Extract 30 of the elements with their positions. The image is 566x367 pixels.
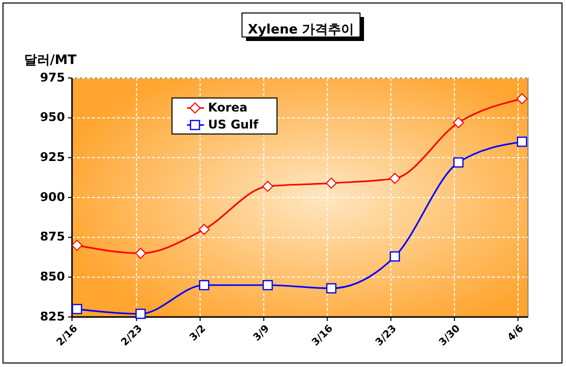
point [72, 240, 82, 251]
y-tick-label: 900 [40, 190, 65, 204]
y-tick-label: 975 [40, 70, 65, 84]
point [389, 172, 400, 184]
point [199, 280, 210, 290]
y-tick-label: 825 [40, 309, 65, 324]
point [72, 304, 82, 314]
x-tick-label: 3/9 [252, 323, 272, 344]
point [390, 251, 400, 262]
point [453, 157, 464, 168]
point [135, 308, 146, 319]
point [262, 180, 274, 192]
point [452, 117, 464, 128]
point [262, 280, 273, 290]
y-tick-label: 950 [40, 110, 65, 124]
y-tick-label: 925 [40, 150, 65, 164]
legend-label: Korea [208, 100, 248, 114]
y-axis-title: 달러/MT [24, 53, 77, 68]
point [198, 224, 210, 235]
chart-title: Xylene 가격추이 [248, 22, 354, 38]
point [326, 178, 337, 189]
legend-label: US Gulf [208, 117, 260, 132]
x-tick-label: 3/2 [188, 323, 208, 344]
point [516, 136, 528, 147]
y-tick-label: 875 [40, 230, 65, 244]
x-tick-label: 4/6 [506, 323, 526, 344]
point [326, 283, 336, 294]
point [135, 248, 146, 259]
point [516, 93, 528, 104]
y-tick-label: 850 [40, 269, 65, 284]
